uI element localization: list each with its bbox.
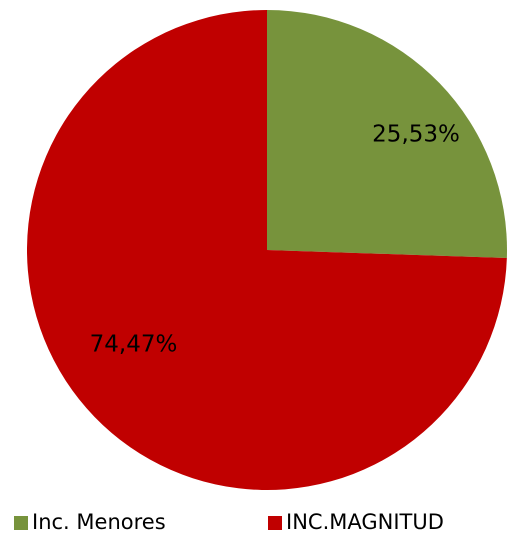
pie-slice [27,10,507,490]
data-label: 74,47% [90,332,178,358]
data-label: 25,53% [372,121,460,147]
legend-label: Inc. Menores [32,510,166,534]
legend-swatch [268,516,282,530]
pie-slice [267,10,507,258]
legend-swatch [14,516,28,530]
legend-label: INC.MAGNITUD [286,510,444,534]
